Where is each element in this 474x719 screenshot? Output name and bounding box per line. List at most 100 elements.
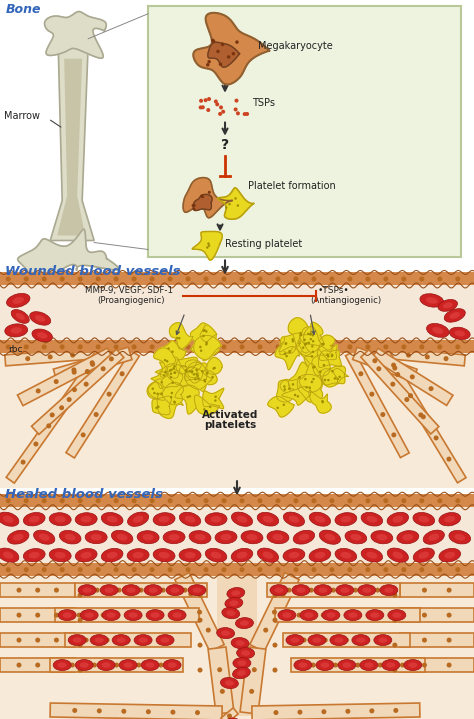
- Ellipse shape: [185, 277, 191, 281]
- Polygon shape: [45, 12, 106, 58]
- Ellipse shape: [311, 663, 316, 667]
- Polygon shape: [400, 658, 474, 672]
- Ellipse shape: [199, 99, 203, 103]
- Ellipse shape: [285, 355, 288, 357]
- Polygon shape: [65, 633, 191, 647]
- Ellipse shape: [205, 343, 208, 346]
- Ellipse shape: [408, 393, 413, 398]
- Ellipse shape: [321, 343, 323, 345]
- Ellipse shape: [338, 659, 356, 671]
- Ellipse shape: [13, 533, 24, 541]
- Ellipse shape: [383, 567, 388, 572]
- Ellipse shape: [378, 663, 383, 667]
- Ellipse shape: [353, 587, 358, 592]
- Ellipse shape: [312, 340, 314, 342]
- Ellipse shape: [0, 548, 19, 562]
- Ellipse shape: [35, 315, 46, 322]
- Ellipse shape: [237, 660, 246, 666]
- Ellipse shape: [334, 377, 336, 380]
- Ellipse shape: [275, 344, 281, 349]
- Ellipse shape: [222, 608, 240, 619]
- Ellipse shape: [410, 375, 415, 380]
- Ellipse shape: [392, 516, 403, 523]
- Ellipse shape: [204, 380, 206, 383]
- Polygon shape: [193, 194, 212, 211]
- Ellipse shape: [3, 516, 14, 523]
- Ellipse shape: [234, 197, 237, 200]
- Ellipse shape: [78, 618, 82, 623]
- Ellipse shape: [289, 552, 300, 559]
- Polygon shape: [0, 658, 75, 672]
- Polygon shape: [319, 350, 341, 367]
- Ellipse shape: [137, 531, 159, 544]
- Ellipse shape: [348, 613, 357, 618]
- Ellipse shape: [80, 662, 89, 668]
- Ellipse shape: [315, 516, 325, 523]
- Ellipse shape: [6, 344, 11, 349]
- Ellipse shape: [141, 659, 159, 671]
- Ellipse shape: [81, 552, 91, 559]
- Ellipse shape: [195, 369, 198, 371]
- Ellipse shape: [391, 362, 396, 367]
- Ellipse shape: [307, 332, 310, 335]
- Ellipse shape: [6, 498, 11, 503]
- Ellipse shape: [319, 530, 340, 544]
- Ellipse shape: [350, 533, 361, 541]
- Ellipse shape: [195, 710, 200, 715]
- Ellipse shape: [196, 375, 199, 377]
- Ellipse shape: [270, 585, 288, 595]
- Ellipse shape: [171, 392, 173, 394]
- Polygon shape: [194, 335, 221, 360]
- Ellipse shape: [17, 587, 21, 592]
- Ellipse shape: [311, 351, 314, 353]
- Ellipse shape: [311, 334, 314, 336]
- Ellipse shape: [3, 551, 14, 559]
- Ellipse shape: [376, 366, 382, 371]
- Ellipse shape: [386, 638, 391, 643]
- Ellipse shape: [231, 512, 253, 526]
- Polygon shape: [200, 371, 217, 385]
- Polygon shape: [400, 583, 474, 597]
- Ellipse shape: [60, 344, 64, 349]
- Ellipse shape: [241, 531, 263, 544]
- Ellipse shape: [309, 549, 331, 562]
- Ellipse shape: [107, 392, 112, 397]
- Ellipse shape: [168, 344, 173, 349]
- Ellipse shape: [347, 277, 352, 281]
- Ellipse shape: [114, 663, 119, 667]
- Ellipse shape: [283, 388, 286, 390]
- Ellipse shape: [111, 531, 133, 544]
- Ellipse shape: [185, 498, 191, 503]
- Ellipse shape: [133, 516, 144, 523]
- Ellipse shape: [220, 689, 225, 694]
- Ellipse shape: [81, 516, 91, 523]
- Ellipse shape: [275, 277, 281, 281]
- Polygon shape: [280, 341, 296, 355]
- Ellipse shape: [237, 551, 247, 559]
- Ellipse shape: [170, 369, 173, 371]
- Ellipse shape: [366, 551, 377, 559]
- Ellipse shape: [168, 498, 173, 503]
- Bar: [0, 353, 474, 488]
- Ellipse shape: [388, 610, 406, 620]
- Ellipse shape: [390, 382, 395, 387]
- Ellipse shape: [150, 498, 155, 503]
- Ellipse shape: [387, 548, 409, 562]
- Ellipse shape: [146, 662, 155, 668]
- Ellipse shape: [296, 587, 305, 593]
- Ellipse shape: [214, 395, 217, 398]
- Ellipse shape: [221, 567, 227, 572]
- Ellipse shape: [422, 613, 427, 618]
- Ellipse shape: [302, 347, 304, 349]
- Ellipse shape: [401, 344, 406, 349]
- Ellipse shape: [309, 512, 330, 526]
- Ellipse shape: [50, 413, 55, 418]
- Ellipse shape: [166, 585, 184, 595]
- Ellipse shape: [365, 638, 370, 643]
- Ellipse shape: [361, 549, 383, 562]
- Ellipse shape: [227, 55, 230, 59]
- Ellipse shape: [304, 343, 306, 346]
- Ellipse shape: [312, 637, 321, 643]
- Ellipse shape: [72, 708, 77, 713]
- Ellipse shape: [107, 516, 118, 523]
